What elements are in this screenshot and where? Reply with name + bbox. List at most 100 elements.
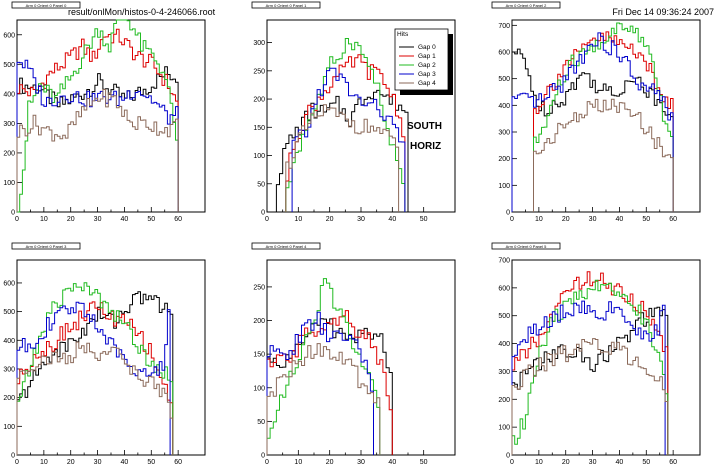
panel-title-box-5 [491, 242, 561, 250]
y-tick-label-5-7: 700 [498, 258, 510, 265]
legend-label-1: Gap 1 [418, 53, 436, 60]
y-tick-label-3-6: 600 [3, 280, 15, 287]
x-tick-label-5-5: 50 [642, 459, 650, 464]
y-tick-label-4-3: 150 [253, 352, 265, 359]
y-tick-label-5-2: 200 [498, 397, 510, 404]
y-tick-label-4-1: 50 [257, 419, 265, 426]
x-tick-label-0-0: 0 [15, 216, 19, 223]
legend-label-0: Gap 0 [418, 44, 436, 51]
series-group-0 [16, 19, 179, 213]
legend-title: Hits [397, 31, 409, 38]
x-tick-label-0-6: 60 [174, 216, 182, 223]
y-tick-label-1-3: 150 [253, 125, 265, 132]
y-tick-label-3-4: 400 [3, 338, 15, 345]
plot-area-3 [16, 259, 206, 456]
y-tick-label-2-1: 100 [498, 183, 510, 190]
y-tick-label-0-0: 0 [11, 210, 15, 217]
plot-area-2 [511, 19, 701, 213]
x-tick-label-5-4: 40 [616, 459, 624, 464]
y-tick-label-2-5: 500 [498, 76, 510, 83]
series-line-4-1 [266, 310, 393, 455]
series-line-0-3 [16, 59, 179, 212]
panel-group-3: Arm 0 Orient 0 Panel 3 0 10 20 30 40 50 600100… [3, 242, 206, 464]
x-tick-label-5-0: 0 [510, 459, 514, 464]
series-line-4-4 [266, 343, 381, 455]
y-tick-label-4-2: 100 [253, 385, 265, 392]
series-line-5-0 [511, 306, 669, 455]
x-tick-label-3-3: 30 [94, 459, 102, 464]
y-tick-label-3-3: 300 [3, 366, 15, 373]
series-line-0-4 [16, 89, 179, 212]
x-tick-label-4-3: 30 [357, 459, 365, 464]
file-label: result/onlMon/histos-0-4-246066.root [68, 7, 216, 17]
series-line-1-1 [285, 54, 406, 212]
x-tick-label-1-3: 30 [357, 216, 365, 223]
series-line-5-2 [511, 279, 669, 455]
x-tick-label-0-4: 40 [121, 216, 129, 223]
panel-title-0: Arm 0 Orient 0 Panel 0 [26, 3, 67, 8]
y-tick-label-0-3: 300 [3, 121, 15, 128]
x-tick-label-1-2: 20 [326, 216, 334, 223]
panel-group-4: Arm 0 Orient 0 Panel 4 0 10 20 30 40 50 0 50 100… [251, 242, 456, 464]
panel-title-box-1 [251, 1, 321, 9]
x-tick-label-4-0: 0 [265, 459, 269, 464]
y-tick-label-3-5: 500 [3, 309, 15, 316]
ticks-1: 0 10 20 30 40 50 0 50 100 150 200 250 300 [253, 40, 427, 223]
legend-box [394, 28, 449, 91]
y-tick-label-4-4: 200 [253, 318, 265, 325]
y-tick-label-1-4: 200 [253, 97, 265, 104]
series-line-3-2 [16, 282, 174, 455]
series-line-3-4 [16, 341, 174, 455]
series-line-3-3 [16, 301, 171, 455]
x-tick-label-2-5: 50 [642, 216, 650, 223]
series-group-3 [16, 282, 174, 455]
y-tick-label-3-1: 100 [3, 424, 15, 431]
x-tick-label-0-1: 10 [40, 216, 48, 223]
x-tick-label-3-6: 60 [174, 459, 182, 464]
legend-label-4: Gap 4 [418, 80, 436, 87]
x-tick-label-3-0: 0 [15, 459, 19, 464]
y-tick-label-5-0: 0 [506, 453, 510, 460]
y-tick-label-0-5: 500 [3, 62, 15, 69]
y-tick-label-5-3: 300 [498, 369, 510, 376]
y-tick-label-2-3: 300 [498, 130, 510, 137]
plot-area-5 [511, 259, 701, 456]
x-tick-label-1-0: 0 [265, 216, 269, 223]
y-tick-label-0-1: 100 [3, 180, 15, 187]
y-tick-label-4-5: 250 [253, 284, 265, 291]
y-tick-label-2-4: 400 [498, 103, 510, 110]
panel-title-4: Arm 0 Orient 0 Panel 4 [266, 244, 307, 249]
panel-title-5: Arm 0 Orient 0 Panel 5 [506, 244, 547, 249]
series-line-0-2 [17, 19, 179, 213]
y-tick-label-2-7: 700 [498, 23, 510, 30]
series-group-1 [275, 38, 409, 212]
y-tick-label-3-0: 0 [11, 453, 15, 460]
x-tick-label-4-5: 50 [420, 459, 428, 464]
legend: Hits Gap 0 Gap 1 Gap 2 Gap 3 Gap 4 [394, 28, 453, 95]
y-tick-label-5-4: 400 [498, 341, 510, 348]
y-tick-label-0-6: 600 [3, 32, 15, 39]
x-tick-label-4-4: 40 [388, 459, 396, 464]
y-tick-label-1-5: 250 [253, 68, 265, 75]
panel-title-box-2 [491, 1, 561, 9]
panel-title-box-4 [251, 242, 321, 250]
series-group-2 [511, 22, 674, 212]
panel-title-3: Arm 0 Orient 0 Panel 3 [26, 244, 67, 249]
x-tick-label-4-2: 20 [326, 459, 334, 464]
x-tick-label-0-5: 50 [147, 216, 155, 223]
panel-group-2: Arm 0 Orient 0 Panel 2 0 10 20 30 40 50 600100… [491, 1, 701, 223]
x-tick-label-5-3: 30 [589, 459, 597, 464]
y-tick-label-5-5: 500 [498, 313, 510, 320]
y-tick-label-3-2: 200 [3, 395, 15, 402]
ticks-4: 0 10 20 30 40 50 0 50 100 150 200 250 [253, 284, 427, 464]
x-tick-label-5-1: 10 [535, 459, 543, 464]
y-tick-label-2-2: 200 [498, 156, 510, 163]
y-tick-label-2-6: 600 [498, 50, 510, 57]
series-line-0-1 [16, 28, 179, 212]
y-tick-label-2-0: 0 [506, 210, 510, 217]
x-tick-label-5-2: 20 [562, 459, 570, 464]
series-group-4 [266, 278, 393, 455]
x-tick-label-2-0: 0 [510, 216, 514, 223]
